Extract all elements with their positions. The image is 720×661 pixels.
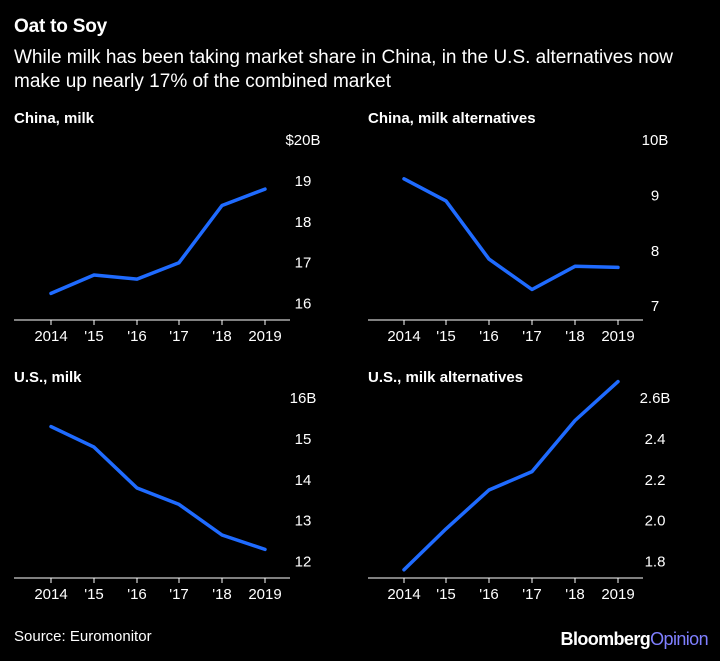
x-tick-label: 2014: [34, 586, 67, 603]
x-tick-label: '16: [479, 586, 499, 603]
x-tick-label: '15: [84, 328, 104, 345]
series-line: [49, 187, 267, 296]
x-tick-label: 2019: [248, 586, 281, 603]
x-tick-label: '15: [436, 328, 456, 345]
y-tick-label: 2.0: [645, 513, 666, 530]
x-tick-label: 2014: [387, 586, 420, 603]
y-tick-label: 1.8: [645, 554, 666, 571]
x-tick-label: 2019: [248, 328, 281, 345]
series-line: [49, 424, 267, 552]
x-tick-label: '18: [212, 586, 232, 603]
x-tick-label: '18: [565, 586, 585, 603]
y-tick-label: 16B: [290, 390, 317, 407]
y-tick-label: 12: [295, 554, 312, 571]
x-tick-label: '17: [169, 328, 189, 345]
brand-accent: Opinion: [650, 629, 708, 649]
x-tick-label: '17: [522, 328, 542, 345]
series-line: [402, 379, 620, 572]
y-tick-label: 13: [295, 513, 312, 530]
x-tick-label: '17: [522, 586, 542, 603]
x-tick-label: '16: [127, 328, 147, 345]
y-tick-label: 2.2: [645, 472, 666, 489]
y-tick-label: 16: [295, 296, 312, 313]
y-tick-label: $20B: [285, 132, 320, 149]
x-tick-label: 2019: [601, 328, 634, 345]
x-tick-label: '16: [479, 328, 499, 345]
x-tick-label: '18: [212, 328, 232, 345]
y-tick-label: 2.6B: [640, 390, 671, 407]
series-line: [402, 177, 620, 292]
x-tick-label: '17: [169, 586, 189, 603]
y-tick-label: 14: [295, 472, 312, 489]
x-tick-label: 2014: [34, 328, 67, 345]
x-tick-label: '16: [127, 586, 147, 603]
chart-subtitle: While milk has been taking market share …: [14, 47, 673, 92]
x-tick-label: '18: [565, 328, 585, 345]
y-tick-label: 7: [651, 298, 659, 315]
x-tick-label: 2019: [601, 586, 634, 603]
chart-title: Oat to Soy: [14, 16, 108, 37]
x-tick-label: '15: [436, 586, 456, 603]
panel-title: U.S., milk alternatives: [368, 369, 523, 386]
y-tick-label: 8: [651, 243, 659, 260]
y-tick-label: 9: [651, 187, 659, 204]
brand-logo: BloombergOpinion: [560, 629, 709, 650]
panel-title: U.S., milk: [14, 369, 82, 386]
y-tick-label: 10B: [642, 132, 669, 149]
panel-title: China, milk alternatives: [368, 110, 536, 127]
y-tick-label: 19: [295, 173, 312, 190]
brand-main: Bloomberg: [560, 629, 651, 649]
source-note: Source: Euromonitor: [14, 628, 152, 645]
y-tick-label: 2.4: [645, 431, 666, 448]
y-tick-label: 17: [295, 255, 312, 272]
x-tick-label: 2014: [387, 328, 420, 345]
y-tick-label: 18: [295, 214, 312, 231]
panel-title: China, milk: [14, 110, 95, 127]
x-tick-label: '15: [84, 586, 104, 603]
y-tick-label: 15: [295, 431, 312, 448]
